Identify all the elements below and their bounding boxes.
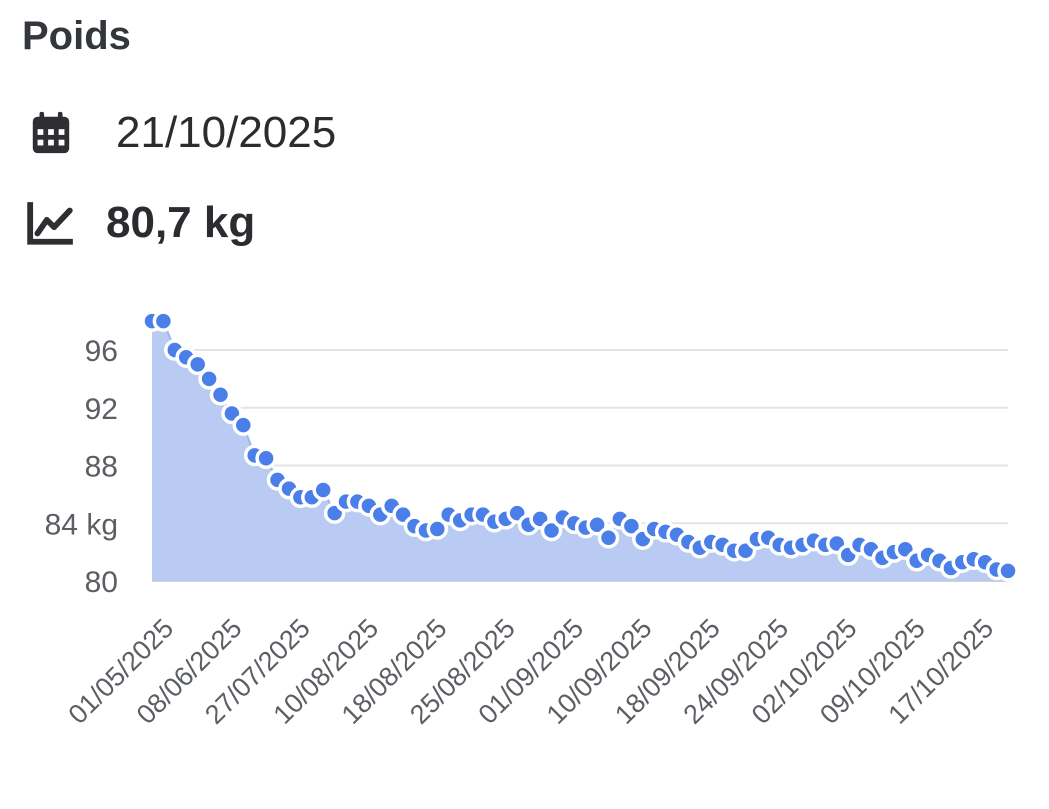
weight-row: 80,7 kg: [26, 198, 255, 248]
data-point: [312, 479, 334, 501]
data-point: [152, 310, 175, 332]
line-chart-icon: [26, 198, 76, 248]
data-point: [540, 519, 563, 542]
data-point: [586, 513, 608, 536]
y-tick-label: 88: [85, 451, 118, 484]
data-point: [255, 447, 277, 470]
data-point: [426, 518, 449, 540]
y-tick-label: 80: [85, 566, 118, 599]
calendar-icon: [26, 108, 76, 158]
y-axis-labels: 96 92 88 84 kg 80: [45, 335, 118, 599]
x-axis-labels: 01/05/202508/06/202527/07/202510/08/2025…: [62, 613, 999, 730]
y-tick-label: 92: [85, 393, 118, 426]
weight-chart: 96 92 88 84 kg 80 01/05/202508/06/202527/07/…: [45, 310, 1019, 730]
data-point: [597, 526, 620, 549]
data-point: [232, 414, 255, 436]
date-row: 21/10/2025: [26, 108, 336, 158]
data-point: [997, 560, 1019, 582]
y-tick-label: 96: [85, 335, 118, 368]
data-point: [198, 368, 220, 390]
data-points: [141, 310, 1019, 582]
data-point: [620, 515, 643, 537]
data-point: [209, 384, 232, 406]
current-weight: 80,7 kg: [106, 198, 256, 247]
data-point: [186, 353, 209, 376]
page-title: Poids: [22, 14, 131, 58]
area-series: [152, 321, 1008, 581]
date-value: 21/10/2025: [116, 108, 337, 157]
area-fill: [152, 320, 1009, 581]
y-tick-label: 84 kg: [45, 508, 118, 541]
